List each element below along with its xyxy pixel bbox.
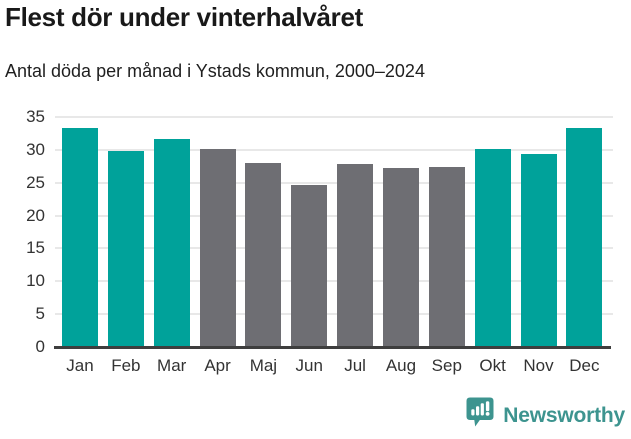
x-tick-sep: Sep xyxy=(431,356,462,375)
y-tick-35: 35 xyxy=(26,107,45,126)
x-axis-baseline xyxy=(54,346,611,349)
y-tick-30: 30 xyxy=(26,139,45,159)
bar-aug xyxy=(382,168,419,347)
gridline-15 xyxy=(55,247,613,250)
newsworthy-logo-icon xyxy=(465,396,495,435)
x-tick-mar: Mar xyxy=(157,356,187,375)
x-tick-aug: Aug xyxy=(385,356,417,375)
bar-jul xyxy=(337,163,374,347)
bar-maj xyxy=(245,163,282,347)
bar-nov xyxy=(520,154,557,347)
gridline-5 xyxy=(55,313,613,316)
page-subtitle: Antal döda per månad i Ystads kommun, 20… xyxy=(5,61,425,81)
y-tick-10: 10 xyxy=(26,271,45,291)
gridline-25 xyxy=(55,181,613,184)
bar-okt xyxy=(474,149,511,347)
y-tick-15: 15 xyxy=(26,238,45,258)
gridline-20 xyxy=(55,214,613,217)
x-tick-jun: Jun xyxy=(295,356,323,375)
x-tick-jul: Jul xyxy=(344,356,366,375)
x-tick-nov: Nov xyxy=(523,356,554,375)
newsworthy-logo: Newsworthy xyxy=(465,396,625,435)
x-tick-feb: Feb xyxy=(111,356,141,375)
y-axis: 0 5 10 15 20 25 30 35 xyxy=(0,107,47,356)
x-tick-maj: Maj xyxy=(249,356,278,375)
plot-area xyxy=(54,116,613,349)
bar-jan xyxy=(62,127,98,347)
y-tick-5: 5 xyxy=(35,304,45,324)
bar-feb xyxy=(107,150,144,347)
y-tick-25: 25 xyxy=(26,172,45,192)
brand-name: Newsworthy xyxy=(503,403,625,427)
y-tick-20: 20 xyxy=(26,205,45,225)
x-tick-apr: Apr xyxy=(204,356,231,375)
x-tick-okt: Okt xyxy=(479,356,506,375)
bar-sep xyxy=(428,166,465,347)
bar-apr xyxy=(199,149,236,347)
x-tick-dec: Dec xyxy=(569,356,600,375)
bar-dec xyxy=(566,128,603,347)
page-title: Flest dör under vinterhalvåret xyxy=(5,2,363,32)
gridline-10 xyxy=(55,280,613,283)
bar-mar xyxy=(153,139,190,347)
gridline-35 xyxy=(55,116,613,118)
x-tick-jan: Jan xyxy=(66,356,94,375)
y-tick-0: 0 xyxy=(35,337,45,356)
x-axis: Jan Feb Mar Apr Maj Jun Jul Aug Sep Okt Nov Dec xyxy=(55,356,613,380)
bar-jun xyxy=(291,185,328,347)
gridline-30 xyxy=(55,148,613,151)
